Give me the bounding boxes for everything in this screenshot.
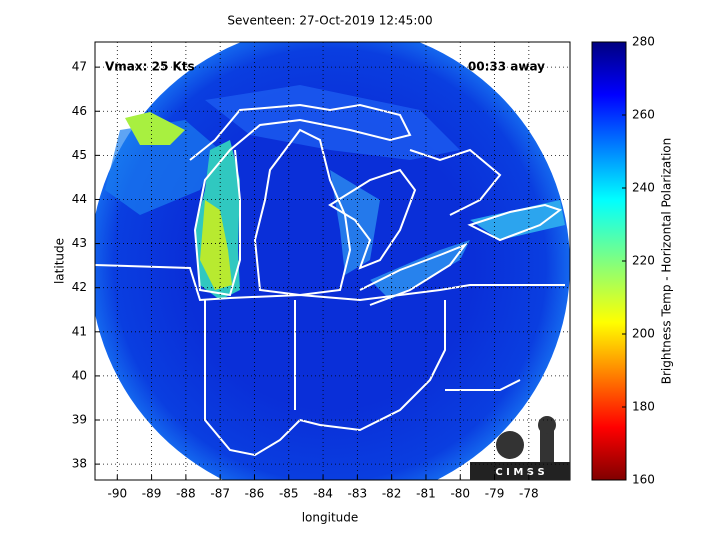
- coastline: [328, 168, 417, 270]
- warm-region: [105, 120, 220, 215]
- x-tick-label: -88: [176, 487, 196, 501]
- x-tick-label: -83: [348, 487, 368, 501]
- colorbar-label: Brightness Temp - Horizontal Polarizatio…: [660, 138, 674, 385]
- map: [95, 42, 570, 480]
- y-tick-label: 39: [72, 413, 87, 427]
- colorbar-tick-label: 160: [632, 473, 655, 487]
- logo-dish: [496, 431, 524, 459]
- x-tick-label: -86: [245, 487, 265, 501]
- colorbar-tick-label: 280: [632, 35, 655, 49]
- x-tick-label: -81: [416, 487, 436, 501]
- x-tick-label: -79: [485, 487, 505, 501]
- colorbar: [591, 41, 627, 481]
- coastline: [359, 242, 468, 306]
- colorbar-tick-label: 180: [632, 400, 655, 414]
- logo-text: C I M S S: [495, 467, 544, 478]
- y-tick-label: 46: [72, 104, 87, 118]
- y-tick-label: 47: [72, 60, 87, 74]
- lake-superior: [205, 85, 460, 160]
- y-tick-label: 45: [72, 148, 87, 162]
- colorbar-tick-label: 260: [632, 108, 655, 122]
- warm-region: [125, 112, 185, 145]
- logo-tower: [540, 425, 554, 462]
- y-tick-label: 40: [72, 368, 87, 382]
- x-tick-label: -85: [279, 487, 299, 501]
- colorbar-tick-label: 220: [632, 254, 655, 268]
- lake-ontario: [470, 200, 565, 240]
- y-tick-label: 42: [72, 280, 87, 294]
- lake-michigan: [200, 200, 232, 290]
- border: [294, 300, 521, 410]
- colorbar-tick-label: 200: [632, 327, 655, 341]
- logo-tank: [538, 416, 556, 434]
- coastline: [409, 148, 502, 216]
- x-tick-label: -90: [107, 487, 127, 501]
- x-tick-label: -84: [313, 487, 333, 501]
- annotation: 00:33 away: [468, 60, 545, 74]
- border: [204, 300, 446, 457]
- x-tick-label: -78: [519, 487, 539, 501]
- y-tick-label: 44: [72, 192, 87, 206]
- x-tick-label: -89: [142, 487, 162, 501]
- colorbar-tick-label: 240: [632, 181, 655, 195]
- lake-erie: [370, 240, 470, 300]
- coastline: [467, 203, 563, 242]
- x-tick-label: -87: [210, 487, 230, 501]
- annotation: Vmax: 25 Kts: [105, 60, 195, 74]
- x-tick-label: -82: [382, 487, 402, 501]
- coastline: [253, 128, 352, 297]
- y-tick-label: 38: [72, 457, 87, 471]
- y-tick-label: 43: [72, 236, 87, 250]
- x-tick-label: -80: [450, 487, 470, 501]
- y-tick-label: 41: [72, 324, 87, 338]
- y-axis-label: latitude: [53, 238, 67, 284]
- axes-frame: [94, 41, 571, 481]
- x-axis-label: longitude: [302, 511, 359, 525]
- coastline: [189, 103, 412, 297]
- title: Seventeen: 27-Oct-2019 12:45:00: [227, 14, 432, 28]
